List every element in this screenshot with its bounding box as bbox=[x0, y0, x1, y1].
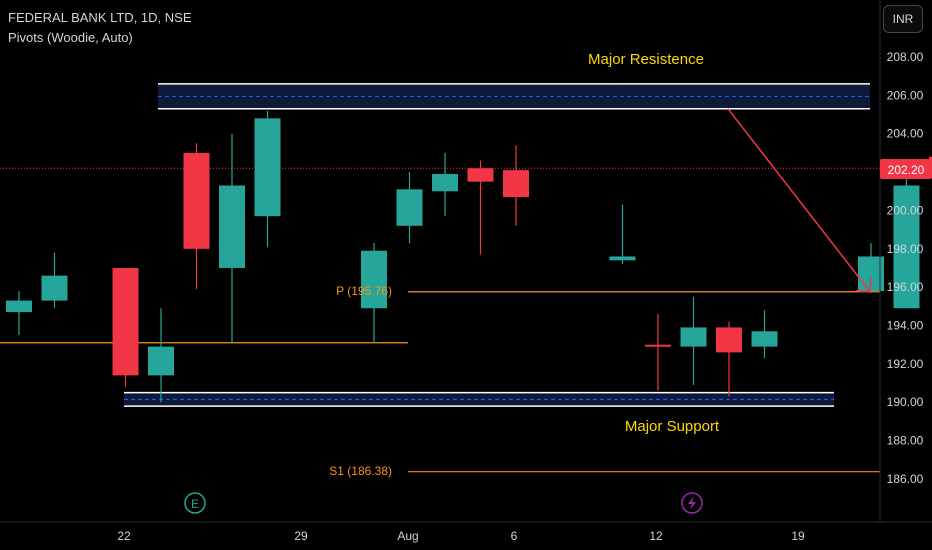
lightning-icon[interactable] bbox=[681, 492, 703, 514]
y-tick-label: 196.00 bbox=[887, 280, 924, 294]
resistance-label: Major Resistence bbox=[588, 51, 704, 68]
x-tick-label: 12 bbox=[649, 529, 663, 543]
candle bbox=[361, 243, 387, 343]
zone-band bbox=[158, 83, 870, 109]
candle-body bbox=[396, 189, 423, 226]
y-tick-label: 200.00 bbox=[887, 203, 924, 217]
candles-layer bbox=[6, 110, 932, 403]
candle-body bbox=[893, 185, 920, 309]
candle bbox=[396, 172, 423, 244]
pivot-lines-layer bbox=[0, 167, 880, 473]
projection-arrow-head bbox=[855, 277, 872, 293]
x-tick-label: 29 bbox=[294, 529, 308, 543]
candle-body bbox=[645, 344, 671, 347]
candle bbox=[645, 314, 671, 391]
indicator-title[interactable]: Pivots (Woodie, Auto) bbox=[8, 30, 133, 45]
x-tick-label: 22 bbox=[117, 529, 131, 543]
arrow-layer bbox=[727, 108, 872, 293]
candle bbox=[680, 296, 707, 385]
candle bbox=[609, 204, 636, 265]
projection-arrow-line bbox=[727, 108, 871, 293]
last-price-tag: 202.20 bbox=[880, 159, 932, 179]
y-tick-label: 204.00 bbox=[887, 127, 924, 141]
candle bbox=[467, 160, 494, 255]
y-tick-label: 198.00 bbox=[887, 242, 924, 256]
candle bbox=[6, 290, 32, 336]
y-tick-label: 190.00 bbox=[887, 395, 924, 409]
candle bbox=[183, 143, 210, 290]
candle-body bbox=[751, 331, 778, 347]
candle-body bbox=[716, 327, 742, 353]
x-tick-label: 6 bbox=[511, 529, 518, 543]
candle-body bbox=[432, 173, 458, 192]
candle bbox=[716, 321, 742, 397]
candle bbox=[112, 267, 139, 387]
candle-body bbox=[41, 275, 68, 301]
candle-body bbox=[361, 250, 387, 309]
candle-body bbox=[680, 327, 707, 347]
last-price-label: 202.20 bbox=[888, 163, 925, 177]
candle bbox=[432, 152, 458, 217]
earnings-icon[interactable]: E bbox=[184, 492, 206, 514]
y-tick-label: 194.00 bbox=[887, 319, 924, 333]
candle-body bbox=[6, 300, 32, 313]
pivot-p-label: P (195.76) bbox=[336, 284, 392, 298]
zone-band bbox=[124, 392, 834, 407]
candle bbox=[219, 133, 245, 343]
candle bbox=[751, 310, 778, 359]
candle bbox=[254, 110, 281, 247]
candle bbox=[893, 177, 920, 309]
earnings-icon-letter: E bbox=[191, 497, 199, 511]
candle bbox=[148, 308, 174, 403]
currency-button[interactable]: INR bbox=[883, 5, 923, 33]
candle-body bbox=[254, 118, 281, 217]
candle-body bbox=[503, 170, 529, 198]
candle-body bbox=[219, 185, 245, 268]
x-tick-label: Aug bbox=[397, 529, 418, 543]
x-tick-label: 19 bbox=[791, 529, 805, 543]
y-tick-label: 188.00 bbox=[887, 434, 924, 448]
candle-body bbox=[609, 256, 636, 261]
support-label: Major Support bbox=[625, 418, 720, 435]
y-tick-label: 186.00 bbox=[887, 472, 924, 486]
pivot-s1-label: S1 (186.38) bbox=[329, 464, 392, 478]
candle-body bbox=[183, 152, 210, 249]
candle-body bbox=[112, 267, 139, 376]
y-tick-label: 208.00 bbox=[887, 50, 924, 64]
y-tick-label: 192.00 bbox=[887, 357, 924, 371]
candle bbox=[41, 252, 68, 309]
candle-body bbox=[148, 346, 174, 376]
y-tick-label: 206.00 bbox=[887, 88, 924, 102]
symbol-title: FEDERAL BANK LTD, 1D, NSE bbox=[8, 10, 192, 25]
zones-layer bbox=[124, 83, 870, 407]
candle bbox=[503, 145, 529, 226]
candle-body bbox=[467, 168, 494, 182]
